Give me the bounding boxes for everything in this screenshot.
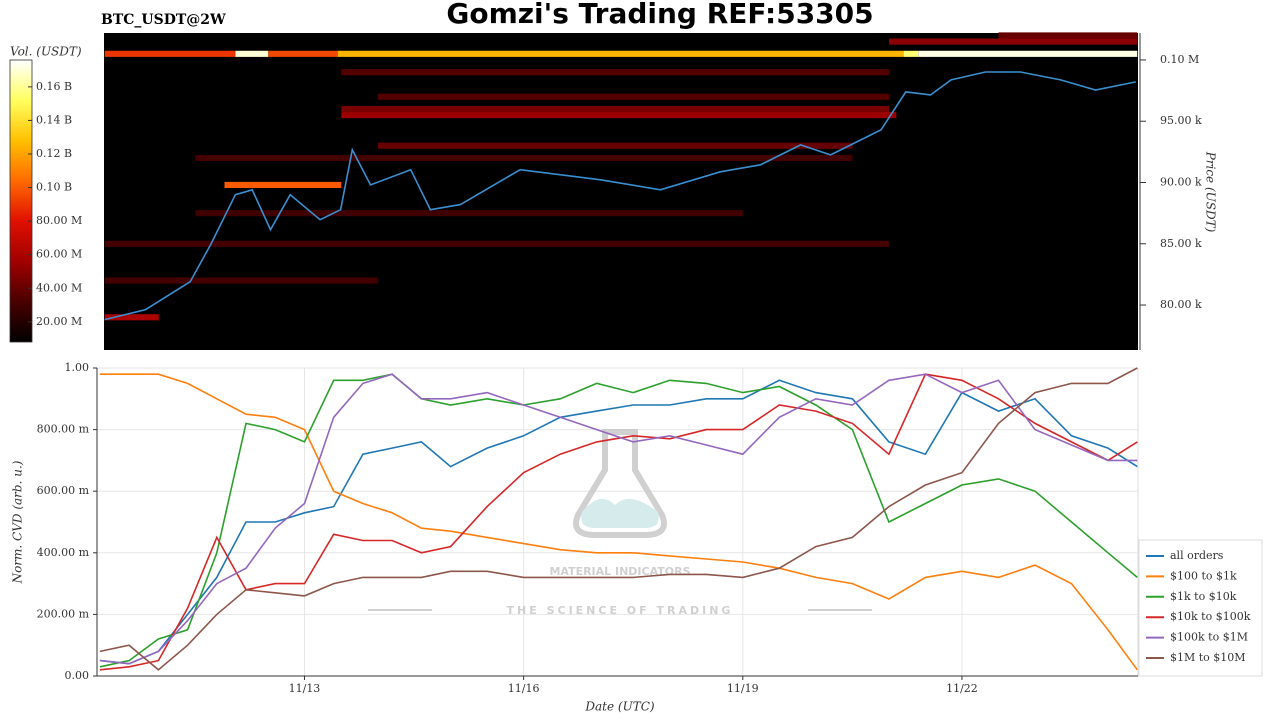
legend-label: $100k to $1M — [1170, 631, 1248, 644]
y2-tick-label: 0.10 M — [1160, 53, 1199, 66]
cvd-line — [99, 367, 1138, 671]
liquidity-band — [104, 50, 236, 57]
liquidity-band — [341, 112, 897, 119]
y2-axis-label: Price (USDT) — [1204, 151, 1218, 233]
x-tick-label: 11/13 — [289, 682, 321, 695]
liquidity-band — [341, 69, 889, 76]
y-tick-label: 1.00 — [65, 361, 90, 374]
cvd-line — [99, 379, 1138, 665]
flask-icon — [573, 429, 667, 538]
colorbar-tick-label: 0.12 B — [36, 147, 72, 160]
liquidity-band — [235, 50, 269, 57]
legend-label: $1k to $10k — [1170, 590, 1237, 603]
legend-label: $100 to $1k — [1170, 569, 1237, 582]
y2-tick-label: 90.00 k — [1160, 175, 1202, 188]
price-line — [104, 71, 1136, 321]
colorbar-tick-label: 0.10 B — [36, 181, 72, 194]
colorbar — [9, 59, 33, 343]
colorbar-tick-label: 60.00 M — [36, 248, 82, 261]
legend-label: all orders — [1170, 549, 1224, 562]
colorbar-tick-label: 40.00 M — [36, 281, 82, 294]
chart-title: Gomzi's Trading REF:53305 — [446, 0, 873, 30]
liquidity-band — [377, 142, 853, 149]
x-axis-label: Date (UTC) — [584, 700, 654, 714]
cvd-line — [99, 373, 1138, 671]
liquidity-band — [268, 50, 338, 57]
y-axis-label: Norm. CVD (arb. u.) — [11, 460, 25, 584]
y-tick-label: 600.00 m — [37, 484, 90, 497]
watermark: MATERIAL INDICATORS THE SCIENCE OF TRADI… — [368, 429, 872, 617]
y-tick-label: 400.00 m — [37, 546, 90, 559]
x-tick-label: 11/22 — [946, 682, 978, 695]
liquidity-band — [195, 210, 743, 217]
cvd-line — [99, 373, 1138, 665]
liquidity-band — [337, 50, 904, 57]
colorbar-tick-label: 80.00 M — [36, 214, 82, 227]
liquidity-band — [195, 154, 853, 162]
y2-tick-label: 95.00 k — [1160, 114, 1202, 127]
watermark-tagline: THE SCIENCE OF TRADING — [507, 604, 734, 617]
flask-liquid — [581, 498, 659, 528]
x-tick-label: 11/19 — [727, 682, 759, 695]
y-tick-label: 200.00 m — [37, 607, 90, 620]
heatmap-background — [104, 33, 1138, 350]
chart-subtitle: BTC_USDT@2W — [101, 12, 226, 28]
colorbar-label: Vol. (USDT) — [10, 45, 82, 59]
liquidity-band — [918, 50, 1138, 57]
watermark-name: MATERIAL INDICATORS — [549, 565, 690, 578]
cvd-line — [99, 373, 1138, 668]
liquidity-band — [377, 93, 889, 100]
liquidity-band — [104, 277, 378, 284]
colorbar-tick-label: 0.14 B — [36, 113, 72, 126]
liquidity-band — [104, 240, 889, 247]
legend-label: $10k to $100k — [1170, 610, 1251, 623]
liquidity-band — [888, 38, 1138, 45]
colorbar-tick-label: 0.16 B — [36, 80, 72, 93]
liquidity-band — [224, 181, 342, 189]
y2-tick-label: 85.00 k — [1160, 237, 1202, 250]
y-tick-label: 800.00 m — [37, 423, 90, 436]
colorbar-tick-label: 20.00 M — [36, 315, 82, 328]
liquidity-band — [998, 32, 1138, 39]
liquidity-band — [341, 105, 889, 113]
x-tick-label: 11/16 — [508, 682, 540, 695]
liquidity-band — [903, 50, 919, 57]
legend — [1138, 539, 1263, 677]
y2-tick-label: 80.00 k — [1160, 298, 1202, 311]
cvd-line — [99, 373, 1138, 671]
legend-label: $1M to $10M — [1170, 651, 1246, 664]
liquidity-band — [104, 314, 159, 321]
y-tick-label: 0.00 — [65, 669, 90, 682]
